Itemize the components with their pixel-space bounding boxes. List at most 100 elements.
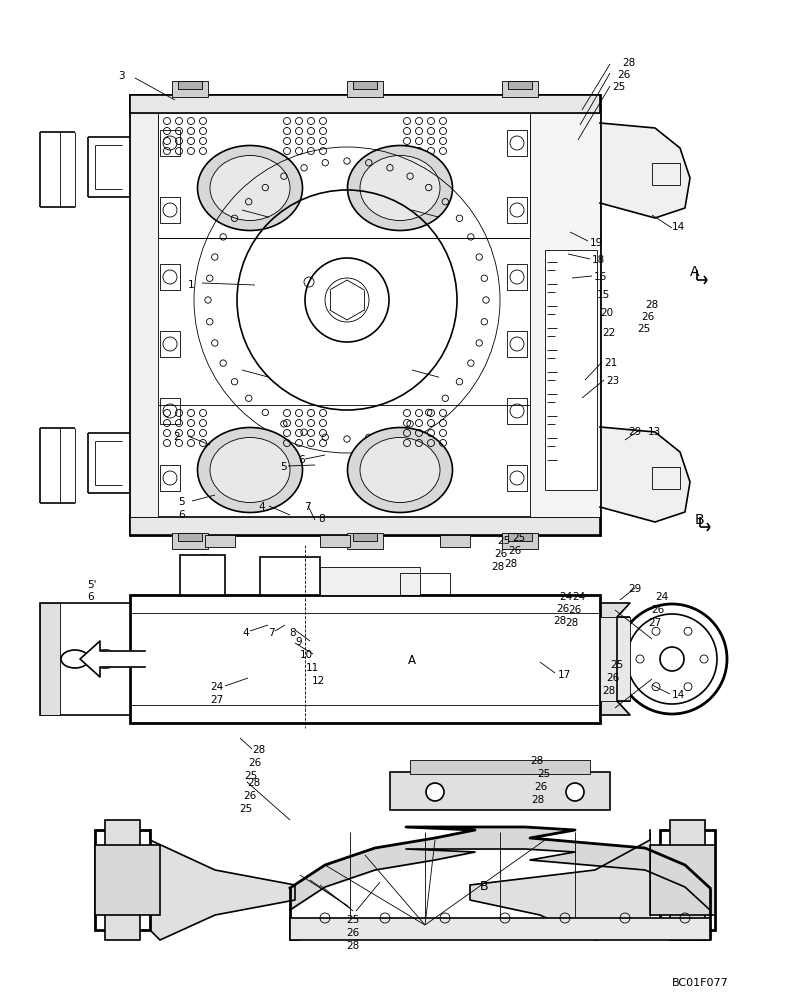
Bar bbox=[320, 567, 419, 595]
Bar bbox=[130, 517, 599, 535]
Polygon shape bbox=[80, 641, 145, 677]
Bar bbox=[506, 331, 526, 357]
Text: A: A bbox=[407, 654, 415, 667]
Text: 26: 26 bbox=[534, 782, 547, 792]
Text: 6: 6 bbox=[178, 510, 184, 520]
Bar bbox=[506, 130, 526, 156]
Ellipse shape bbox=[210, 156, 290, 221]
Text: 5: 5 bbox=[178, 497, 184, 507]
Text: 28: 28 bbox=[564, 618, 577, 628]
Bar bbox=[105, 820, 139, 940]
Text: 25: 25 bbox=[636, 324, 650, 334]
Text: 27: 27 bbox=[647, 618, 660, 628]
Text: 25: 25 bbox=[238, 804, 252, 814]
Bar bbox=[95, 830, 150, 930]
Text: 26: 26 bbox=[650, 605, 663, 615]
Bar bbox=[178, 533, 202, 541]
Bar bbox=[506, 197, 526, 223]
Bar bbox=[204, 535, 234, 547]
Bar bbox=[651, 467, 679, 489]
Text: 5: 5 bbox=[280, 462, 286, 472]
Text: 26: 26 bbox=[616, 70, 629, 80]
Text: 25: 25 bbox=[536, 769, 550, 779]
Bar bbox=[130, 95, 599, 113]
Text: 16: 16 bbox=[594, 272, 607, 282]
Text: 26: 26 bbox=[242, 791, 256, 801]
Bar bbox=[40, 603, 130, 715]
Bar bbox=[160, 465, 180, 491]
Text: 14: 14 bbox=[672, 690, 684, 700]
Text: 26: 26 bbox=[508, 546, 521, 556]
Polygon shape bbox=[599, 427, 689, 522]
Bar bbox=[95, 845, 160, 915]
Text: 26: 26 bbox=[247, 758, 261, 768]
Text: 18: 18 bbox=[591, 255, 604, 265]
Polygon shape bbox=[470, 830, 649, 940]
Text: 26: 26 bbox=[556, 604, 569, 614]
Text: 25: 25 bbox=[611, 82, 624, 92]
Polygon shape bbox=[599, 123, 689, 218]
Text: 15: 15 bbox=[596, 290, 610, 300]
Text: 28: 28 bbox=[346, 941, 359, 951]
Bar bbox=[530, 113, 599, 517]
Bar bbox=[346, 533, 383, 549]
Bar bbox=[180, 555, 225, 595]
Text: 17: 17 bbox=[557, 670, 571, 680]
Circle shape bbox=[187, 555, 223, 591]
Text: 28: 28 bbox=[504, 559, 517, 569]
Bar bbox=[172, 533, 208, 549]
Text: 13: 13 bbox=[647, 427, 660, 437]
Text: 22: 22 bbox=[601, 328, 615, 338]
Text: 28: 28 bbox=[552, 616, 565, 626]
Circle shape bbox=[616, 604, 726, 714]
Ellipse shape bbox=[197, 428, 303, 512]
Text: 28: 28 bbox=[621, 58, 634, 68]
Bar bbox=[290, 918, 709, 940]
Bar bbox=[649, 845, 714, 915]
Bar bbox=[506, 398, 526, 424]
Ellipse shape bbox=[359, 438, 440, 502]
Ellipse shape bbox=[347, 428, 452, 512]
Circle shape bbox=[565, 783, 583, 801]
Text: 25: 25 bbox=[512, 533, 525, 543]
Text: 28: 28 bbox=[601, 686, 615, 696]
Bar bbox=[353, 533, 376, 541]
Text: 9: 9 bbox=[294, 637, 301, 647]
Text: 11: 11 bbox=[306, 663, 319, 673]
Bar bbox=[544, 250, 596, 490]
Bar bbox=[506, 264, 526, 290]
Text: 23: 23 bbox=[605, 376, 619, 386]
Text: 26: 26 bbox=[493, 549, 507, 559]
Bar bbox=[659, 830, 714, 930]
Text: 6: 6 bbox=[87, 592, 93, 602]
Bar bbox=[410, 760, 590, 774]
Text: 24: 24 bbox=[571, 592, 585, 602]
Bar bbox=[172, 81, 208, 97]
Text: 20: 20 bbox=[599, 308, 612, 318]
Ellipse shape bbox=[210, 438, 290, 502]
Text: BC01F077: BC01F077 bbox=[672, 978, 727, 988]
Ellipse shape bbox=[359, 156, 440, 221]
Bar bbox=[501, 81, 538, 97]
Bar bbox=[178, 81, 202, 89]
Ellipse shape bbox=[197, 146, 303, 231]
Text: 28: 28 bbox=[251, 745, 265, 755]
Bar bbox=[160, 130, 180, 156]
Bar bbox=[130, 113, 158, 517]
Text: 28: 28 bbox=[491, 562, 504, 572]
Text: 28: 28 bbox=[530, 756, 543, 766]
Text: 29: 29 bbox=[627, 427, 641, 437]
Text: 26: 26 bbox=[346, 928, 359, 938]
Text: 26: 26 bbox=[605, 673, 619, 683]
Text: 28: 28 bbox=[247, 778, 260, 788]
Text: 14: 14 bbox=[672, 222, 684, 232]
Ellipse shape bbox=[347, 146, 452, 231]
Bar bbox=[130, 95, 599, 535]
Bar bbox=[130, 595, 599, 723]
Text: 21: 21 bbox=[603, 358, 616, 368]
Bar bbox=[40, 603, 60, 715]
Text: 10: 10 bbox=[299, 650, 313, 660]
Text: 5': 5' bbox=[87, 580, 97, 590]
Bar bbox=[389, 772, 609, 810]
Text: 8: 8 bbox=[289, 628, 295, 638]
